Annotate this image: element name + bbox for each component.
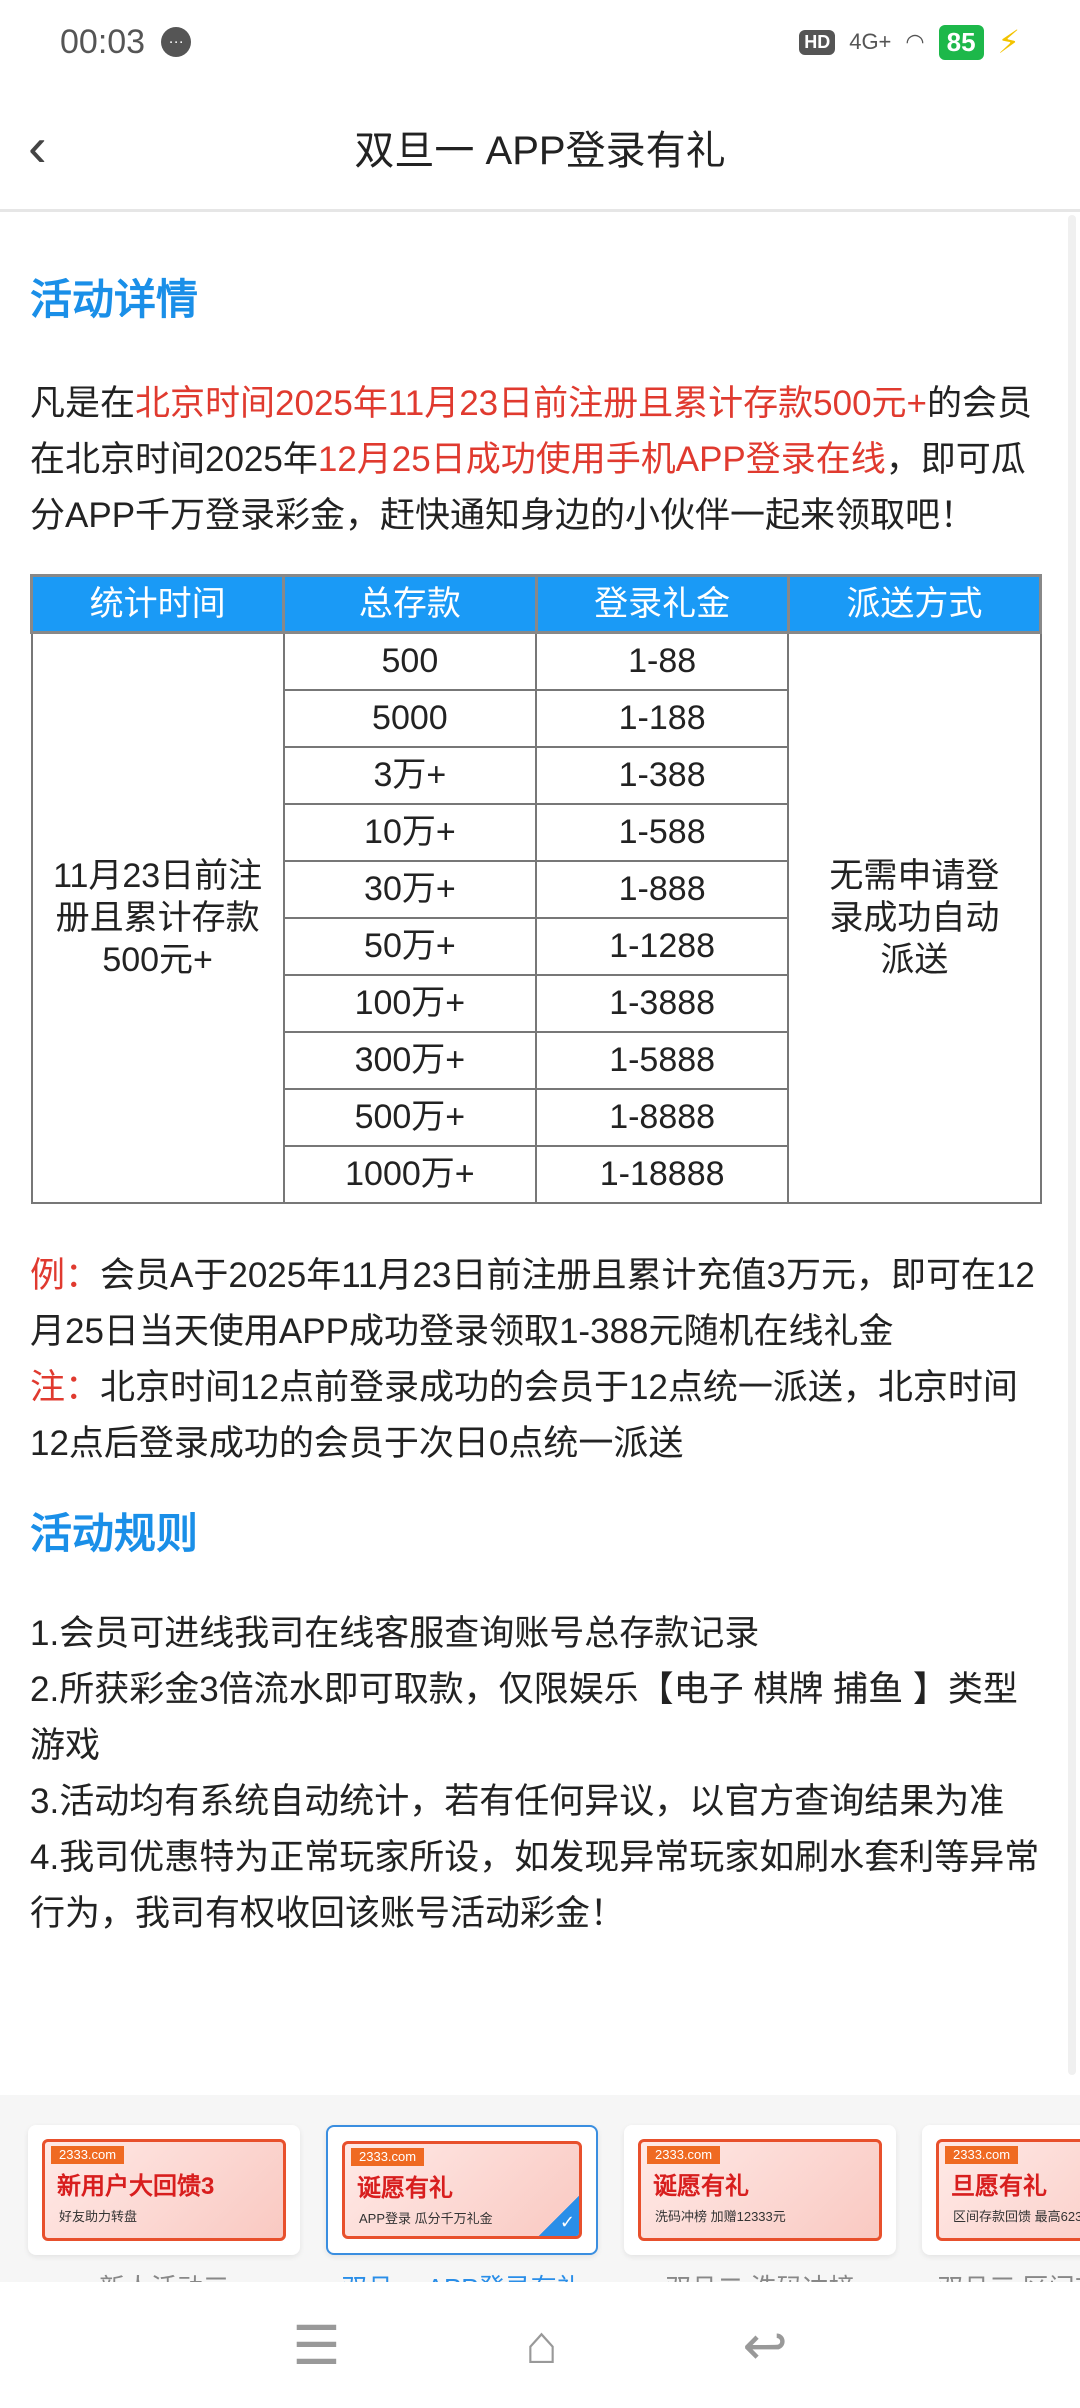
page-title: 双旦一 APP登录有礼 xyxy=(354,128,726,173)
bonus-cell: 1-3888 xyxy=(534,973,790,1033)
brand-logo: 2333.com xyxy=(647,2146,721,2164)
deposit-cell: 30万+ xyxy=(282,859,538,919)
rule-item: 4.我司优惠特为正常玩家所设，如发现异常玩家如刷水套利等异常行为，我司有权收回该… xyxy=(30,1837,1040,1933)
highlight-text: 北京时间2025年11月23日前注册且累计存款500元+ xyxy=(135,384,927,423)
table-row: 10万+ 1-588 xyxy=(32,802,1041,862)
app-header: ‹ 双旦一 APP登录有礼 xyxy=(0,84,1080,212)
example-label: 例： xyxy=(30,1255,101,1295)
promo-banner: 2333.com 诞愿有礼 APP登录 瓜分千万礼金 ✓ xyxy=(342,2141,582,2239)
deposit-cell: 500万+ xyxy=(282,1087,538,1147)
promo-label[interactable]: 双旦二 洗码冲榜 xyxy=(624,2273,896,2282)
rule-item: 3.活动均有系统自动统计，若有任何异议，以官方查询结果为准 xyxy=(30,1781,1005,1821)
promo-slogan: 诞愿有礼 xyxy=(653,2173,749,2200)
bonus-cell: 1-888 xyxy=(534,859,790,919)
clock: 00:03 xyxy=(60,22,146,61)
charging-icon: ⚡ xyxy=(997,24,1020,60)
deposit-cell: 5000 xyxy=(282,688,538,748)
table-header: 派送方式 xyxy=(786,574,1043,634)
table-row: 30万+ 1-888 xyxy=(32,859,1041,919)
bonus-cell: 1-388 xyxy=(534,745,790,805)
back-nav-icon[interactable]: ↩ xyxy=(742,2315,788,2376)
rules-title: 活动规则 xyxy=(30,1509,199,1557)
table-row: 1000万+ 1-18888 xyxy=(32,1144,1041,1204)
table-row: 100万+ 1-3888 xyxy=(32,973,1041,1033)
bonus-cell: 1-188 xyxy=(534,688,790,748)
promo-slogan: 旦愿有礼 xyxy=(951,2173,1047,2200)
message-icon: … xyxy=(161,27,192,57)
table-header: 总存款 xyxy=(282,574,538,634)
bonus-cell: 1-1288 xyxy=(534,916,790,976)
back-icon[interactable]: ‹ xyxy=(28,115,47,178)
promo-card[interactable]: 2333.com 新用户大回馈3 好友助力转盘 xyxy=(28,2125,300,2255)
deposit-cell: 3万+ xyxy=(282,745,538,805)
promo-card[interactable]: 2333.com 诞愿有礼洗码冲榜 加赠12333元 xyxy=(624,2125,896,2255)
deposit-cell: 1000万+ xyxy=(282,1144,538,1204)
reward-table: 统计时间 总存款 登录礼金 派送方式 11月23日前注册且累计存款500元+ 50… xyxy=(29,574,1043,1204)
period-cell: 11月23日前注册且累计存款500元+ xyxy=(30,631,285,1204)
rule-item: 1.会员可进线我司在线客服查询账号总存款记录 xyxy=(30,1613,760,1653)
signal-icon: 4G+ xyxy=(849,29,892,54)
status-bar: 00:03 … HD 4G+ ◠ 85 ⚡ xyxy=(0,0,1080,84)
text: ，即可瓜分APP千万登录彩金，赶快通知身边的小伙伴一起来领取吧！ xyxy=(30,440,1026,535)
text: 凡是在 xyxy=(30,384,136,423)
table-row: 11月23日前注册且累计存款500元+ 500 1-88 无需申请登录成功自动派送 xyxy=(30,631,1042,1204)
table-row: 5000 1-188 xyxy=(32,688,1041,748)
promo-slogan: 诞愿有礼 xyxy=(357,2175,453,2202)
promo-subtitle: 好友助力转盘 xyxy=(59,2209,138,2224)
promo-carousel[interactable]: 2333.com 新用户大回馈3 好友助力转盘新人活动三 2333.com 诞愿有礼 AP… xyxy=(0,2095,1080,2282)
brand-logo: 2333.com xyxy=(351,2148,425,2166)
deposit-cell: 50万+ xyxy=(282,916,538,976)
wifi-icon: ◠ xyxy=(905,29,925,54)
table-row: 50万+ 1-1288 xyxy=(32,916,1041,976)
promo-label[interactable]: 双旦一 APP登录有礼 xyxy=(326,2273,598,2282)
details-title: 活动详情 xyxy=(30,276,199,323)
promo-label[interactable]: 双旦三 区间存款回馈 xyxy=(922,2273,1080,2282)
promo-banner: 2333.com 新用户大回馈3 好友助力转盘 xyxy=(42,2139,286,2241)
home-icon[interactable]: ⌂ xyxy=(525,2315,558,2375)
promo-label[interactable]: 新人活动三 xyxy=(28,2273,300,2282)
bonus-cell: 1-5888 xyxy=(534,1030,790,1090)
rules-list: 1.会员可进线我司在线客服查询账号总存款记录 2.所获彩金3倍流水即可取款，仅限… xyxy=(30,1606,1042,1942)
promo-subtitle: 区间存款回馈 最高62333元 xyxy=(953,2209,1080,2224)
brand-logo: 2333.com xyxy=(945,2146,1019,2164)
deposit-cell: 500 xyxy=(282,631,538,691)
rule-item: 2.所获彩金3倍流水即可取款，仅限娱乐【电子 棋牌 捕鱼 】类型游戏 xyxy=(30,1669,1018,1765)
content: 活动详情 凡是在北京时间2025年11月23日前注册且累计存款500元+的会员在… xyxy=(29,215,1043,1942)
system-nav-bar: ☰ ⌂ ↩ xyxy=(0,2282,1080,2408)
bonus-cell: 1-88 xyxy=(534,631,790,691)
details-paragraph: 凡是在北京时间2025年11月23日前注册且累计存款500元+的会员在北京时间2… xyxy=(30,376,1042,544)
scrollbar[interactable] xyxy=(1068,215,1076,2075)
note-text: 北京时间12点前登录成功的会员于12点统一派送，北京时间12点后登录成功的会员于… xyxy=(30,1367,1018,1463)
promo-subtitle: APP登录 瓜分千万礼金 xyxy=(359,2211,493,2226)
notes: 例：会员A于2025年11月23日前注册且累计充值3万元，即可在12月25日当天… xyxy=(30,1248,1042,1472)
promo-slogan: 新用户大回馈3 xyxy=(57,2173,215,2200)
example-text: 会员A于2025年11月23日前注册且累计充值3万元，即可在12月25日当天使用… xyxy=(30,1255,1035,1351)
table-header: 统计时间 xyxy=(29,574,286,634)
table-row: 300万+ 1-5888 xyxy=(32,1030,1041,1090)
deposit-cell: 300万+ xyxy=(282,1030,538,1090)
promo-banner: 2333.com 诞愿有礼洗码冲榜 加赠12333元 xyxy=(638,2139,882,2241)
highlight-text: 12月25日成功使用手机APP登录在线 xyxy=(317,440,886,479)
brand-logo: 2333.com xyxy=(51,2146,125,2164)
table-row: 3万+ 1-388 xyxy=(32,745,1041,805)
note-label: 注： xyxy=(30,1367,101,1407)
delivery-cell: 无需申请登录成功自动派送 xyxy=(787,631,1042,1204)
menu-icon[interactable]: ☰ xyxy=(292,2315,341,2376)
table-row: 500万+ 1-8888 xyxy=(32,1087,1041,1147)
battery-icon: 85 xyxy=(938,24,984,60)
text: 的会员在北京时间2025年 xyxy=(30,384,1032,479)
bonus-cell: 1-588 xyxy=(534,802,790,862)
table-header: 登录礼金 xyxy=(534,574,790,634)
promo-subtitle: 洗码冲榜 加赠12333元 xyxy=(655,2209,786,2224)
promo-card[interactable]: 2333.com 诞愿有礼 APP登录 瓜分千万礼金 ✓ xyxy=(326,2125,598,2255)
bonus-cell: 1-8888 xyxy=(534,1087,790,1147)
deposit-cell: 10万+ xyxy=(282,802,538,862)
bonus-cell: 1-18888 xyxy=(534,1144,790,1204)
check-icon: ✓ xyxy=(539,2196,579,2236)
deposit-cell: 100万+ xyxy=(282,973,538,1033)
hd-icon: HD xyxy=(799,29,836,55)
